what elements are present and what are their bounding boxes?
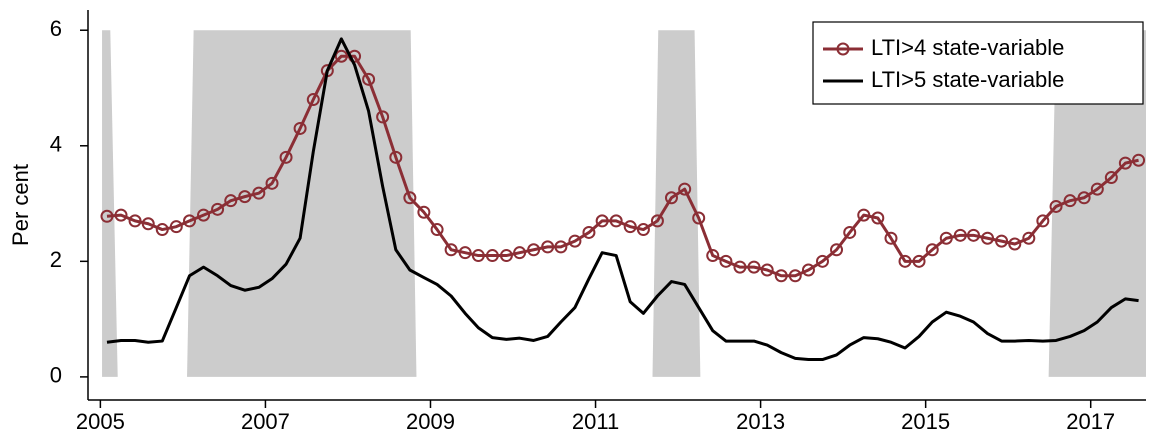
series-marker <box>788 269 802 283</box>
x-tick-label: 2011 <box>572 409 619 434</box>
series-marker <box>884 231 898 245</box>
series-marker <box>279 150 293 164</box>
series-marker <box>1118 156 1132 170</box>
series-marker <box>527 243 541 257</box>
series-marker <box>1022 231 1036 245</box>
series-marker <box>857 208 871 222</box>
series-marker <box>306 93 320 107</box>
legend-marker <box>836 42 850 56</box>
series-marker <box>747 260 761 274</box>
series-marker <box>582 225 596 239</box>
series-marker <box>801 263 815 277</box>
series-marker <box>719 254 733 268</box>
series-marker <box>623 220 637 234</box>
series-marker <box>376 110 390 124</box>
y-axis-label: Per cent <box>8 164 33 246</box>
series-marker <box>471 249 485 263</box>
series-marker <box>224 194 238 208</box>
series-marker <box>458 246 472 260</box>
series-marker <box>389 150 403 164</box>
series-marker <box>733 260 747 274</box>
series-marker <box>293 121 307 135</box>
series-marker <box>953 228 967 242</box>
series-marker <box>568 234 582 248</box>
y-tick-label: 0 <box>50 363 62 388</box>
legend-label: LTI>5 state-variable <box>871 67 1064 92</box>
series-marker <box>114 208 128 222</box>
shaded-area <box>187 30 417 377</box>
x-tick-label: 2013 <box>736 409 785 434</box>
legend-box <box>812 21 1144 105</box>
series-marker <box>995 234 1009 248</box>
series-marker <box>485 249 499 263</box>
series-marker <box>1049 199 1063 213</box>
series-marker <box>128 214 142 228</box>
series-marker <box>141 217 155 231</box>
x-tick-label: 2015 <box>901 409 950 434</box>
series-marker <box>692 211 706 225</box>
series-marker <box>211 202 225 216</box>
series-marker <box>664 191 678 205</box>
series-marker <box>925 243 939 257</box>
series-marker <box>967 228 981 242</box>
series-marker <box>265 176 279 190</box>
series-marker <box>1077 191 1091 205</box>
legend-label: LTI>4 state-variable <box>871 35 1064 60</box>
shaded-area <box>102 30 118 377</box>
series-marker <box>541 240 555 254</box>
series-marker <box>1063 194 1077 208</box>
x-tick-label: 2017 <box>1066 409 1115 434</box>
series-marker <box>1132 153 1146 167</box>
y-tick-label: 2 <box>50 247 62 272</box>
series-marker <box>238 190 252 204</box>
series-marker <box>650 214 664 228</box>
series-marker <box>706 249 720 263</box>
series-marker <box>334 49 348 63</box>
series-marker <box>898 254 912 268</box>
series-marker <box>871 211 885 225</box>
series-marker <box>554 240 568 254</box>
series-marker <box>609 214 623 228</box>
shaded-area <box>1048 30 1146 377</box>
series-marker <box>843 225 857 239</box>
series-line <box>106 37 1139 362</box>
series-marker <box>444 243 458 257</box>
series-marker <box>403 191 417 205</box>
series-marker <box>1036 214 1050 228</box>
series-marker <box>912 254 926 268</box>
y-tick-label: 6 <box>50 16 62 41</box>
series-marker <box>760 263 774 277</box>
series-marker <box>939 231 953 245</box>
series-marker <box>430 223 444 237</box>
series-marker <box>513 246 527 260</box>
series-marker <box>774 269 788 283</box>
series-marker <box>183 214 197 228</box>
series-marker <box>197 208 211 222</box>
series-marker <box>1090 182 1104 196</box>
legend: LTI>4 state-variable LTI>5 state-variable <box>812 21 1144 105</box>
series-marker <box>417 205 431 219</box>
y-tick-label: 4 <box>50 132 62 157</box>
x-tick-label: 2007 <box>241 409 290 434</box>
series-marker <box>815 254 829 268</box>
series-line <box>106 54 1139 278</box>
series-marker <box>678 182 692 196</box>
series-marker <box>362 72 376 86</box>
x-tick-label: 2009 <box>406 409 455 434</box>
series-marker <box>252 186 266 200</box>
series-marker <box>100 209 114 223</box>
series-marker <box>499 249 513 263</box>
series-marker <box>981 231 995 245</box>
series-marker <box>1008 237 1022 251</box>
series-marker <box>595 214 609 228</box>
x-tick-label: 2005 <box>76 409 125 434</box>
series-marker <box>1104 171 1118 185</box>
series-marker <box>155 223 169 237</box>
series-marker <box>830 243 844 257</box>
series-marker <box>636 223 650 237</box>
series-marker <box>169 220 183 234</box>
